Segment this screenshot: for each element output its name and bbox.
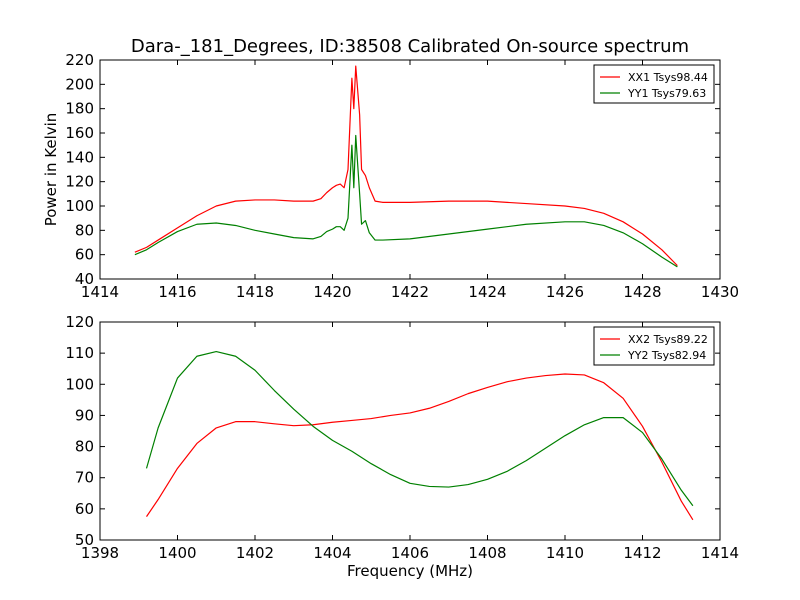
legend-label: YY2 Tsys82.94 — [627, 349, 706, 362]
x-tick-label: 1416 — [158, 283, 196, 301]
series-line-2-1 — [146, 373, 694, 521]
x-tick-label: 1398 — [81, 544, 119, 562]
y-tick-label: 60 — [75, 246, 94, 264]
x-tick-label: 1404 — [313, 544, 351, 562]
x-tick-label: 1406 — [391, 544, 429, 562]
x-tick-label: 1410 — [546, 544, 584, 562]
y-tick-label: 70 — [75, 469, 94, 487]
y-tick-label: 140 — [65, 148, 94, 166]
bottom-panel: 1398 1400 1402 1404 1406 1408 1410 1412 1414 50 60… — [65, 313, 739, 580]
legend-label: YY1 Tsys79.63 — [627, 87, 706, 100]
legend-box — [593, 64, 715, 104]
legend-label: XX1 Tsys98.44 — [628, 71, 708, 84]
x-tick-label: 1430 — [701, 283, 739, 301]
x-tick-label: 1424 — [468, 283, 506, 301]
y-tick-label: 120 — [65, 313, 94, 331]
y-tick-label: 50 — [75, 531, 94, 549]
x-tick-label: 1420 — [313, 283, 351, 301]
x-tick-label: 1408 — [468, 544, 506, 562]
y-tick-label: 120 — [65, 173, 94, 191]
x-tick-label: 1422 — [391, 283, 429, 301]
y-tick-label: 100 — [65, 197, 94, 215]
y-tick-label: 80 — [75, 438, 94, 456]
y-tick-label: 80 — [75, 221, 94, 239]
y-tick-label: 160 — [65, 124, 94, 142]
x-tick-label: 1418 — [236, 283, 274, 301]
y-axis-label: Power in Kelvin — [42, 113, 60, 227]
x-tick-label: 1428 — [623, 283, 661, 301]
x-tick-label: 1412 — [623, 544, 661, 562]
y-tick-label: 60 — [75, 500, 94, 518]
y-tick-label: 100 — [65, 375, 94, 393]
y-tick-label: 220 — [65, 51, 94, 69]
y-tick-label: 90 — [75, 406, 94, 424]
legend-label: XX2 Tsys89.22 — [628, 333, 708, 346]
x-tick-label: 1402 — [236, 544, 274, 562]
x-tick-label: 1400 — [158, 544, 196, 562]
y-tick-label: 40 — [75, 270, 94, 288]
y-tick-label: 180 — [65, 100, 94, 118]
x-tick-label: 1414 — [81, 283, 119, 301]
x-axis-label: Frequency (MHz) — [347, 562, 473, 580]
x-tick-label: 1426 — [546, 283, 584, 301]
series-line-1-1 — [134, 65, 678, 267]
top-panel: 1414 1416 1418 1420 1422 1424 1426 1428 1430 40 60… — [42, 51, 739, 301]
series-line-1-2 — [134, 134, 678, 268]
legend-box — [593, 326, 715, 366]
x-tick-label: 1414 — [701, 544, 739, 562]
series-line-2-2 — [145, 350, 694, 507]
y-tick-label: 200 — [65, 75, 94, 93]
y-tick-label: 110 — [65, 344, 94, 362]
figure-title: Dara-_181_Degrees, ID:38508 Calibrated O… — [131, 36, 689, 57]
